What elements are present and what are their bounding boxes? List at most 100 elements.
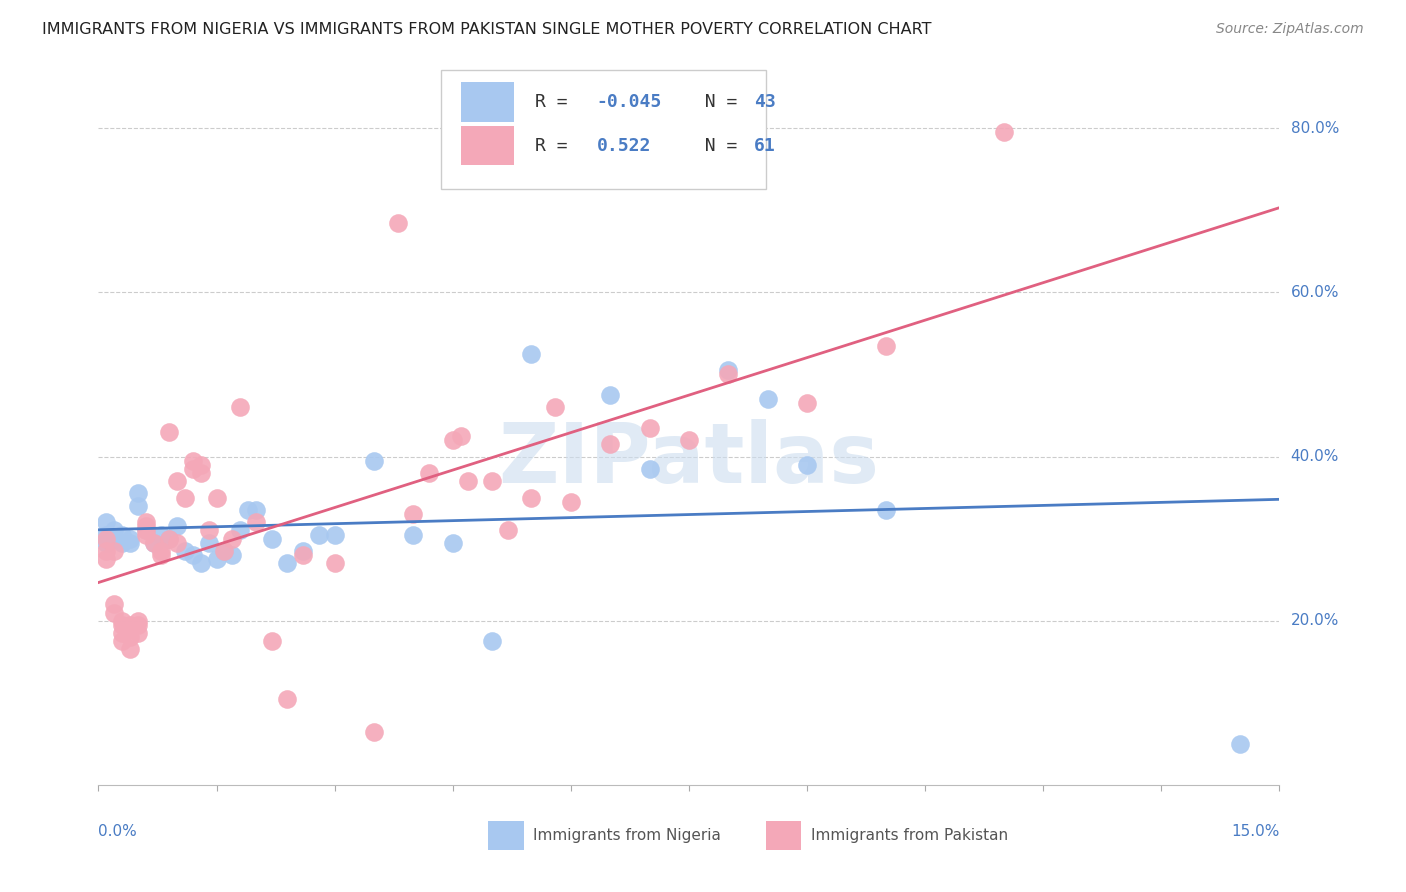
Point xyxy=(221,548,243,562)
Point xyxy=(150,527,173,541)
Point xyxy=(717,368,740,382)
Point xyxy=(560,494,582,508)
Point xyxy=(599,437,621,451)
Point xyxy=(135,519,157,533)
Point xyxy=(103,532,125,546)
Point xyxy=(402,507,425,521)
Point xyxy=(135,524,157,538)
Point xyxy=(127,618,149,632)
Point xyxy=(308,527,330,541)
Point xyxy=(166,535,188,549)
Point xyxy=(717,363,740,377)
Point xyxy=(150,544,173,558)
Point xyxy=(135,527,157,541)
Point xyxy=(796,396,818,410)
Point xyxy=(441,535,464,549)
Text: 0.522: 0.522 xyxy=(596,136,651,154)
Point xyxy=(127,486,149,500)
Point xyxy=(166,519,188,533)
Point xyxy=(103,606,125,620)
Point xyxy=(520,347,543,361)
Point xyxy=(127,614,149,628)
Text: 0.0%: 0.0% xyxy=(98,824,138,838)
Point xyxy=(96,532,118,546)
Point xyxy=(135,515,157,529)
Point xyxy=(638,462,661,476)
Point xyxy=(142,535,165,549)
Point xyxy=(450,429,472,443)
Point xyxy=(229,524,252,538)
Point xyxy=(150,548,173,562)
Text: 40.0%: 40.0% xyxy=(1291,449,1339,464)
Point xyxy=(292,548,315,562)
Point xyxy=(111,626,134,640)
Point xyxy=(96,515,118,529)
Point xyxy=(245,515,267,529)
Point xyxy=(118,535,141,549)
Point xyxy=(111,527,134,541)
Point xyxy=(245,503,267,517)
Point xyxy=(323,527,346,541)
Point xyxy=(118,630,141,644)
Point xyxy=(756,392,779,406)
Point xyxy=(292,544,315,558)
Point xyxy=(181,462,204,476)
Point xyxy=(111,535,134,549)
Point xyxy=(174,491,197,505)
Point xyxy=(496,524,519,538)
Point xyxy=(214,544,236,558)
Point xyxy=(157,532,180,546)
Point xyxy=(236,503,259,517)
Point xyxy=(993,125,1015,139)
Point xyxy=(875,503,897,517)
Point xyxy=(481,634,503,648)
Point xyxy=(96,544,118,558)
Point xyxy=(197,524,219,538)
Point xyxy=(276,691,298,706)
Text: IMMIGRANTS FROM NIGERIA VS IMMIGRANTS FROM PAKISTAN SINGLE MOTHER POVERTY CORREL: IMMIGRANTS FROM NIGERIA VS IMMIGRANTS FR… xyxy=(42,22,932,37)
Point xyxy=(205,491,228,505)
Point xyxy=(260,532,283,546)
Point xyxy=(387,215,409,229)
Point xyxy=(103,544,125,558)
Point xyxy=(181,548,204,562)
Point xyxy=(1229,737,1251,751)
Text: 43: 43 xyxy=(754,93,776,112)
Point xyxy=(190,466,212,480)
Point xyxy=(441,433,464,447)
Text: 80.0%: 80.0% xyxy=(1291,120,1339,136)
Point xyxy=(190,556,212,570)
Point xyxy=(363,724,385,739)
Point xyxy=(111,634,134,648)
Point xyxy=(457,474,479,488)
Text: ZIPatlas: ZIPatlas xyxy=(499,419,879,500)
Point xyxy=(103,598,125,612)
Point xyxy=(174,544,197,558)
Point xyxy=(214,544,236,558)
Point xyxy=(157,532,180,546)
Text: 61: 61 xyxy=(754,136,776,154)
Point xyxy=(190,458,212,472)
Text: 20.0%: 20.0% xyxy=(1291,614,1339,628)
Point xyxy=(520,491,543,505)
FancyBboxPatch shape xyxy=(488,821,523,850)
Text: N =: N = xyxy=(683,136,748,154)
FancyBboxPatch shape xyxy=(461,126,515,165)
Point xyxy=(875,339,897,353)
Point xyxy=(135,524,157,538)
Text: R =: R = xyxy=(536,93,579,112)
Point xyxy=(418,466,440,480)
Point xyxy=(96,552,118,566)
Point xyxy=(599,388,621,402)
Point xyxy=(96,527,118,541)
Point xyxy=(127,499,149,513)
Point xyxy=(544,401,567,415)
Text: 15.0%: 15.0% xyxy=(1232,824,1279,838)
FancyBboxPatch shape xyxy=(441,70,766,189)
FancyBboxPatch shape xyxy=(766,821,801,850)
Point xyxy=(157,425,180,439)
Text: 60.0%: 60.0% xyxy=(1291,285,1339,300)
Point xyxy=(103,524,125,538)
Point xyxy=(363,453,385,467)
Point xyxy=(276,556,298,570)
